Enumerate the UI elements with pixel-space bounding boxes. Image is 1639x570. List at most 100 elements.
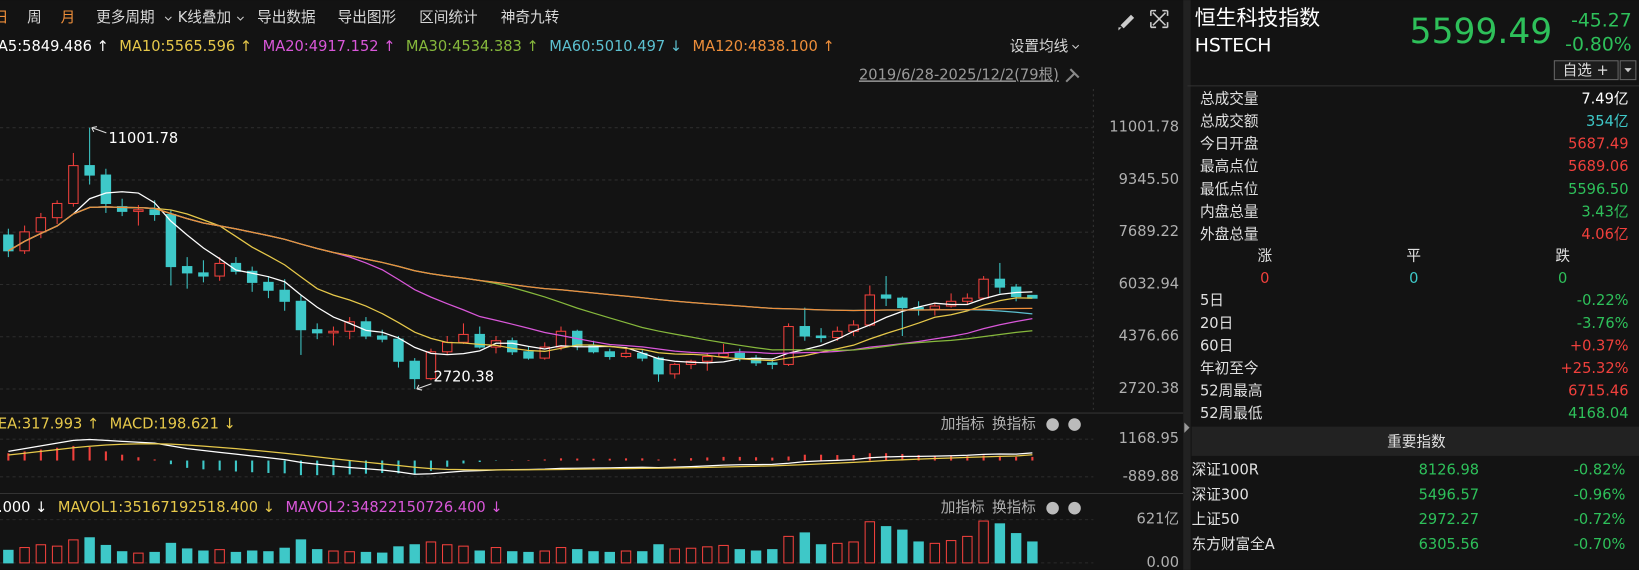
annotation-arrow (416, 383, 432, 391)
y-tick-label: 11001.78 (1109, 119, 1179, 136)
y-tick-label: 1168.95 (1119, 430, 1179, 447)
volume-bar (181, 548, 193, 564)
indicator-button[interactable]: 换指标 (992, 499, 1036, 516)
return-value: -3.76% (1577, 315, 1629, 332)
volume-bar (718, 544, 729, 564)
candle-body (897, 297, 908, 309)
candle-body (165, 213, 177, 268)
index-pct: -0.72% (1574, 511, 1626, 528)
candle-body (604, 351, 615, 358)
candle-body (994, 278, 1006, 288)
quote-price: 5599.49 (1410, 12, 1553, 52)
volume-bar (507, 551, 518, 564)
indicator-button[interactable]: 加指标 (941, 416, 985, 433)
candle-body (929, 305, 941, 310)
section-title: 重要指数 (1387, 433, 1446, 450)
close-icon[interactable] (1068, 418, 1081, 431)
watch-button[interactable] (1553, 60, 1619, 81)
ma-label: MA30:4534.383 ↑ (406, 38, 539, 55)
fullscreen-icon[interactable] (1150, 9, 1169, 29)
candle-body (880, 294, 892, 299)
candle-body (409, 360, 420, 380)
index-name[interactable]: 上证50 (1192, 511, 1240, 528)
divider[interactable] (1183, 0, 1191, 570)
watch-label[interactable]: 自选 + (1563, 62, 1609, 79)
toolbar-item[interactable]: 神奇九转 (501, 9, 560, 26)
volume-bar (604, 551, 615, 564)
volume-bar (994, 523, 1006, 564)
index-name[interactable]: 东方财富全A (1192, 535, 1275, 553)
return-value: +0.37% (1570, 337, 1629, 354)
volume-bar (149, 551, 160, 564)
volume-bar (815, 544, 827, 564)
dropdown-chevron (164, 16, 1080, 49)
indicator-button[interactable]: 换指标 (992, 416, 1036, 433)
stat-value: 5687.49 (1568, 136, 1628, 153)
stat-value: 5689.06 (1568, 158, 1628, 175)
return-value: -0.22% (1577, 292, 1629, 309)
volume-bar (295, 539, 307, 564)
candle-body (393, 338, 404, 362)
toolbar-item[interactable]: K线叠加 (178, 9, 231, 26)
toolbar-item[interactable]: 导出数据 (257, 9, 316, 26)
brush-icon[interactable] (1118, 14, 1135, 31)
volume-label: .000 ↓ (0, 499, 47, 516)
ma-setting[interactable]: 设置均线 (1010, 38, 1069, 55)
candle-body (620, 352, 632, 358)
settings-icon[interactable] (1046, 418, 1059, 431)
ma-label: A5:5849.486 ↑ (0, 38, 109, 55)
collapse-arrow[interactable] (1184, 422, 1190, 433)
ma-label: MA60:5010.497 ↓ (549, 38, 682, 55)
volume-bar (311, 549, 323, 564)
candle-body (68, 165, 79, 204)
volume-bar (848, 541, 859, 564)
y-tick-label: 4376.66 (1119, 328, 1179, 345)
return-label: 年初至今 (1200, 360, 1259, 377)
stat-value: 3.43亿 (1581, 203, 1628, 220)
breadth-value: 0 (1558, 270, 1567, 287)
return-label: 52周最高 (1200, 383, 1263, 400)
ma-label: MA10:5565.596 ↑ (119, 38, 252, 55)
stat-value: 7.49亿 (1581, 90, 1628, 107)
index-name[interactable]: 深证300 (1192, 486, 1249, 503)
indicator-button[interactable]: 加指标 (941, 499, 985, 516)
macd-label: MACD:198.621 ↓ (110, 416, 236, 433)
pin-icon[interactable] (1065, 68, 1080, 83)
candle-body (133, 209, 144, 212)
volume-bar (441, 544, 453, 564)
volume-bar (653, 544, 664, 564)
volume-bar (767, 549, 778, 564)
candle-body (978, 278, 989, 299)
candle-body (425, 351, 437, 380)
volume-bar (263, 551, 274, 564)
candle-body (263, 281, 274, 291)
period-tab[interactable]: 周 (27, 9, 42, 26)
period-tab[interactable]: 日 (0, 9, 8, 26)
volume-bar (685, 547, 697, 564)
volume-bar (214, 549, 225, 564)
volume-bar (393, 546, 404, 564)
ma-line (8, 191, 1033, 364)
breadth-label: 涨 (1257, 247, 1272, 264)
candle-body (295, 300, 307, 331)
return-value: 4168.04 (1568, 405, 1628, 422)
settings-icon[interactable] (1046, 501, 1059, 515)
candle-body (799, 326, 811, 337)
volume-bar (165, 542, 177, 564)
volume-label: MAVOL1:35167192518.400 ↓ (58, 499, 275, 516)
y-tick-label: 2720.38 (1119, 380, 1179, 397)
close-icon[interactable] (1068, 501, 1081, 515)
index-name[interactable]: 深证100R (1192, 462, 1259, 479)
volume-bar (490, 547, 502, 564)
volume-bar (555, 547, 567, 564)
toolbar-item[interactable]: 导出图形 (338, 9, 397, 26)
toolbar-item[interactable]: 区间统计 (419, 9, 478, 26)
candle-body (783, 326, 794, 365)
dea-line (8, 443, 1033, 471)
period-tab[interactable]: 月 (61, 9, 76, 26)
toolbar-item[interactable]: 更多周期 (96, 9, 155, 26)
ma-label: MA120:4838.100 ↑ (693, 38, 835, 55)
candle-body (653, 357, 664, 375)
index-pct: -0.96% (1574, 486, 1626, 503)
